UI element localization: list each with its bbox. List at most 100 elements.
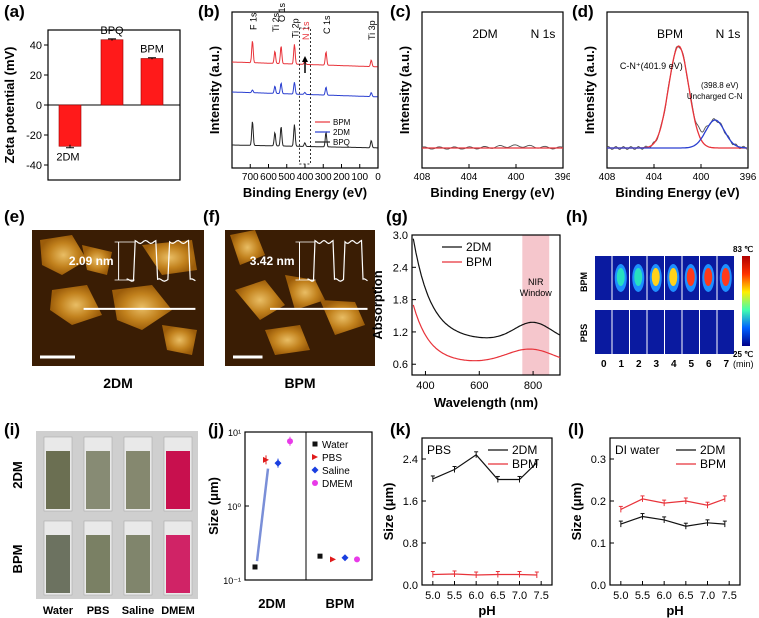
y-tick-label: -40 bbox=[26, 160, 42, 172]
x-tick-label: 300 bbox=[315, 172, 332, 183]
legend-label: BPM bbox=[512, 457, 538, 471]
y-tick-label: 2.4 bbox=[403, 454, 418, 466]
legend-label: DMEM bbox=[322, 479, 353, 490]
panel-k-chart: 0.0 0.8 1.6 2.4 5.0 5.5 6.0 6.5 7.0 7.5 pH Size (μm… bbox=[381, 437, 553, 618]
panel-label-f: (f) bbox=[203, 207, 220, 226]
x-axis-label: Binding Energy (eV) bbox=[243, 185, 367, 200]
panel-label-g: (g) bbox=[386, 207, 408, 226]
panel-h-thermal: BPM PBS 0 1 2 3 4 5 6 7 (min) 83 ℃ 25 ℃ bbox=[579, 245, 754, 370]
series-line-2dm bbox=[432, 454, 538, 481]
x-tick-label: 404 bbox=[646, 172, 663, 183]
panel-title: PBS bbox=[427, 443, 451, 457]
col-label: Saline bbox=[122, 605, 154, 617]
y-tick-label: 0.0 bbox=[403, 580, 418, 592]
time-tick: 1 bbox=[618, 359, 624, 370]
y-axis-label: Size (μm) bbox=[206, 477, 221, 535]
plot-frame bbox=[421, 11, 564, 169]
legend-label: BPM bbox=[700, 457, 726, 471]
thermal-hotspot bbox=[721, 268, 730, 286]
time-unit: (min) bbox=[733, 359, 754, 369]
x-tick-label: 400 bbox=[693, 172, 710, 183]
bar-bpm bbox=[140, 58, 164, 106]
row-label-2dm: 2DM bbox=[10, 461, 25, 488]
time-tick: 5 bbox=[688, 359, 694, 370]
point-water bbox=[252, 564, 258, 570]
thermal-cell bbox=[630, 310, 647, 354]
y-tick-label: 10⁻¹ bbox=[223, 576, 241, 586]
time-tick: 3 bbox=[653, 359, 659, 370]
bar-bpq bbox=[100, 39, 124, 106]
legend-label: BPM bbox=[466, 255, 492, 269]
plot-frame bbox=[609, 437, 741, 586]
peak-label: Ti 2s bbox=[271, 12, 281, 32]
time-tick: 0 bbox=[601, 359, 607, 370]
legend-label: BPM bbox=[333, 118, 351, 127]
y-tick-label: 0.2 bbox=[591, 496, 606, 508]
annotation-sample: 2DM bbox=[472, 27, 497, 41]
bar-label: 2DM bbox=[56, 151, 79, 163]
fit-peak-uncharged bbox=[607, 119, 747, 149]
legend-label: 2DM bbox=[700, 443, 725, 457]
afm-image-2dm: 2.09 nm bbox=[32, 230, 204, 366]
y-tick-label: 0.8 bbox=[403, 538, 418, 550]
x-axis-label: Binding Energy (eV) bbox=[430, 185, 554, 200]
x-tick-label: 0 bbox=[375, 172, 381, 183]
peak-label: Ti 3p bbox=[367, 20, 377, 40]
y-tick-label: 10⁰ bbox=[227, 502, 241, 512]
vial-liquid bbox=[46, 451, 70, 509]
point-water bbox=[312, 441, 318, 447]
panel-g-chart: 0.6 1.2 1.8 2.4 3.0 400 600 800 Wavelength (nm) A… bbox=[370, 230, 561, 410]
panel-label-d: (d) bbox=[572, 2, 594, 21]
thermal-cell bbox=[647, 310, 664, 354]
thermal-hotspot bbox=[616, 268, 625, 286]
thermal-cell bbox=[700, 310, 717, 354]
y-tick-label: 3.0 bbox=[393, 230, 408, 242]
y-tick-label: 1.6 bbox=[403, 496, 418, 508]
x-axis-label: pH bbox=[666, 603, 683, 618]
y-axis-label: Size (μm) bbox=[569, 483, 584, 541]
y-axis-label: Intensity (a.u.) bbox=[397, 46, 412, 134]
x-tick-label: 5.5 bbox=[447, 590, 462, 602]
legend-label: PBS bbox=[322, 453, 342, 464]
row-label-pbs: PBS bbox=[579, 324, 589, 343]
row-label-bpm: BPM bbox=[10, 545, 25, 574]
series-line-bpm bbox=[620, 498, 726, 510]
x-tick-label: 7.0 bbox=[512, 590, 527, 602]
thermal-hotspot bbox=[669, 268, 678, 286]
x-tick-label: 100 bbox=[351, 172, 368, 183]
series-line-2dm bbox=[620, 515, 725, 527]
panel-label-i: (i) bbox=[4, 420, 21, 439]
y-tick-label: 0.3 bbox=[591, 454, 606, 466]
peak-label: N 1s bbox=[301, 21, 311, 40]
flake bbox=[285, 275, 325, 310]
panel-a-chart: -40 -20 0 20 40 Zeta potential (mV) 2DM BPQ BPM bbox=[2, 25, 181, 181]
y-tick-label: 2.4 bbox=[393, 262, 408, 274]
window-label-2: Window bbox=[520, 288, 553, 298]
series-line-bpm bbox=[432, 573, 537, 576]
x-axis-label: Wavelength (nm) bbox=[434, 395, 538, 410]
flake bbox=[112, 285, 172, 330]
spectrum-bpq bbox=[232, 121, 378, 149]
y-tick-label: 0.0 bbox=[591, 580, 606, 592]
y-axis-label: Intensity (a.u.) bbox=[207, 46, 222, 134]
y-tick-label: 40 bbox=[30, 40, 42, 52]
thermal-cell bbox=[612, 310, 629, 354]
legend-label: Water bbox=[322, 440, 349, 451]
time-tick: 7 bbox=[723, 359, 729, 370]
panel-label-a: (a) bbox=[4, 2, 25, 21]
point-pbs bbox=[330, 556, 336, 563]
vial-liquid bbox=[86, 451, 110, 509]
y-tick-label: 1.8 bbox=[393, 295, 408, 307]
x-tick-label: 800 bbox=[524, 380, 542, 392]
col-label: Water bbox=[43, 605, 74, 617]
x-tick-label: 5.5 bbox=[635, 590, 650, 602]
trend-arrow bbox=[255, 468, 270, 562]
y-axis-label: Absorption bbox=[370, 270, 385, 339]
time-tick: 4 bbox=[671, 359, 677, 370]
height-label: 2.09 nm bbox=[69, 254, 114, 268]
thermal-hotspot bbox=[686, 268, 695, 286]
x-tick-label: 7.5 bbox=[722, 590, 737, 602]
afm-caption-2dm: 2DM bbox=[103, 375, 133, 391]
